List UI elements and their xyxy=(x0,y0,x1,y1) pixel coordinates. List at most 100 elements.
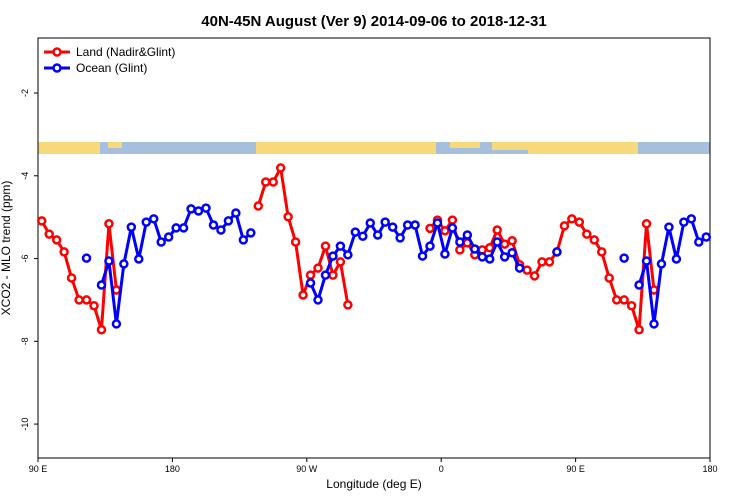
data-point xyxy=(298,290,308,300)
legend: Land (Nadir&Glint) Ocean (Glint) xyxy=(44,45,175,75)
data-point xyxy=(104,219,114,229)
data-point xyxy=(66,273,77,283)
data-point xyxy=(499,252,510,262)
data-point xyxy=(268,177,278,187)
data-point xyxy=(440,226,450,236)
data-point xyxy=(253,201,264,211)
data-point xyxy=(328,251,338,261)
data-point xyxy=(574,217,585,227)
chart-title: 40N-45N August (Ver 9) 2014-09-06 to 201… xyxy=(201,13,546,30)
data-point xyxy=(604,273,614,283)
plot-frame xyxy=(37,37,711,459)
data-point xyxy=(432,218,443,228)
data-point xyxy=(701,232,712,242)
data-point xyxy=(552,247,562,257)
data-point xyxy=(320,270,331,280)
data-point xyxy=(81,253,92,263)
data-point xyxy=(447,223,458,233)
data-point xyxy=(186,204,196,214)
data-point xyxy=(44,229,54,239)
x-tick-label: 0 xyxy=(439,464,444,474)
y-tick-label: -8 xyxy=(20,337,30,345)
data-point xyxy=(275,163,286,173)
data-point xyxy=(320,241,331,251)
data-point xyxy=(611,295,622,305)
data-point xyxy=(372,230,383,240)
land-mask-band xyxy=(38,142,710,154)
mask-land xyxy=(528,142,638,154)
data-point xyxy=(74,295,84,305)
data-point xyxy=(96,324,107,335)
x-tick-label: 90 E xyxy=(29,464,48,474)
data-point xyxy=(290,237,301,247)
data-point xyxy=(559,221,570,231)
data-point xyxy=(134,254,144,264)
data-point xyxy=(425,223,435,234)
data-point xyxy=(283,212,293,222)
data-point xyxy=(59,247,69,257)
data-point xyxy=(522,265,532,275)
data-point xyxy=(567,214,577,224)
data-point xyxy=(634,324,644,335)
data-point xyxy=(223,216,234,226)
legend-label: Ocean (Glint) xyxy=(76,61,147,75)
data-point xyxy=(425,241,435,251)
legend-label: Land (Nadir&Glint) xyxy=(76,45,175,59)
data-point xyxy=(350,227,361,237)
y-tick-label: -6 xyxy=(20,255,30,263)
data-point xyxy=(499,239,510,249)
data-point xyxy=(163,232,174,242)
data-point xyxy=(544,257,555,267)
x-axis-label: Longitude (deg E) xyxy=(326,477,421,491)
data-point xyxy=(641,256,652,266)
data-point xyxy=(305,270,316,280)
data-point xyxy=(402,220,413,230)
x-tick-label: 180 xyxy=(165,464,180,474)
data-point xyxy=(410,220,420,230)
data-point xyxy=(656,259,667,269)
mask-land xyxy=(108,142,122,148)
y-axis-label: XCO2 - MLO trend (ppm) xyxy=(0,181,13,316)
data-point xyxy=(679,217,689,227)
data-point xyxy=(178,223,189,233)
data-point xyxy=(462,230,473,240)
data-point xyxy=(387,222,398,232)
mask-land xyxy=(256,142,436,154)
data-point xyxy=(148,214,159,224)
data-point xyxy=(231,208,241,218)
data-point xyxy=(335,241,346,251)
data-point xyxy=(96,280,107,290)
legend-marker xyxy=(52,63,62,73)
data-point xyxy=(529,271,540,281)
x-tick-label: 90 E xyxy=(566,464,585,474)
data-point xyxy=(193,206,204,216)
data-point xyxy=(507,248,517,258)
data-point xyxy=(328,270,338,280)
data-point xyxy=(455,237,465,247)
data-point xyxy=(619,253,629,263)
data-point xyxy=(201,203,211,213)
data-point xyxy=(238,235,249,245)
data-point xyxy=(365,218,376,228)
data-point xyxy=(537,257,547,267)
data-point xyxy=(484,254,495,264)
data-point xyxy=(36,216,47,226)
data-point xyxy=(507,236,517,246)
data-point xyxy=(216,225,226,235)
data-point xyxy=(694,237,704,247)
data-point xyxy=(626,300,637,311)
data-point xyxy=(343,250,353,260)
data-point xyxy=(664,222,674,232)
data-point xyxy=(111,319,122,329)
mask-land xyxy=(38,142,100,154)
data-point xyxy=(81,295,92,305)
data-point xyxy=(417,251,428,261)
data-point xyxy=(141,217,152,227)
mask-land xyxy=(450,142,480,148)
data-point xyxy=(634,280,644,290)
data-point xyxy=(313,263,323,273)
data-point xyxy=(470,244,480,254)
data-point xyxy=(51,235,62,245)
data-point xyxy=(358,231,368,241)
